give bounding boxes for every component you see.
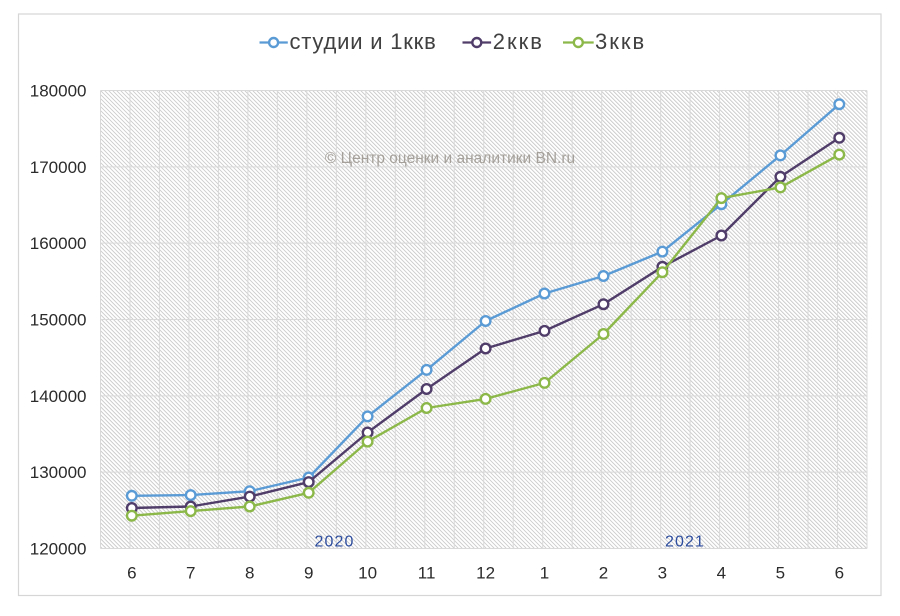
svg-text:2: 2 <box>599 564 608 583</box>
svg-text:5: 5 <box>776 564 785 583</box>
svg-text:4: 4 <box>717 564 726 583</box>
svg-text:9: 9 <box>304 564 313 583</box>
svg-text:3ккв: 3ккв <box>595 29 646 54</box>
svg-text:150000: 150000 <box>30 311 87 330</box>
svg-text:160000: 160000 <box>30 234 87 253</box>
svg-text:12: 12 <box>476 564 495 583</box>
svg-text:1: 1 <box>540 564 549 583</box>
svg-text:© Центр оценки и аналитики BN.: © Центр оценки и аналитики BN.ru <box>325 150 575 167</box>
svg-text:7: 7 <box>186 564 195 583</box>
svg-text:120000: 120000 <box>30 540 87 559</box>
svg-text:студии и 1ккв: студии и 1ккв <box>290 29 437 54</box>
svg-text:8: 8 <box>245 564 254 583</box>
svg-text:130000: 130000 <box>30 463 87 482</box>
svg-text:3: 3 <box>658 564 667 583</box>
svg-text:2021: 2021 <box>665 534 705 551</box>
svg-text:10: 10 <box>358 564 377 583</box>
svg-text:11: 11 <box>418 564 436 583</box>
svg-text:6: 6 <box>835 564 844 583</box>
svg-text:180000: 180000 <box>30 82 87 101</box>
svg-text:2020: 2020 <box>315 534 355 551</box>
svg-text:140000: 140000 <box>30 387 87 406</box>
svg-text:170000: 170000 <box>30 158 87 177</box>
svg-text:2ккв: 2ккв <box>493 29 544 54</box>
svg-text:6: 6 <box>127 564 136 583</box>
